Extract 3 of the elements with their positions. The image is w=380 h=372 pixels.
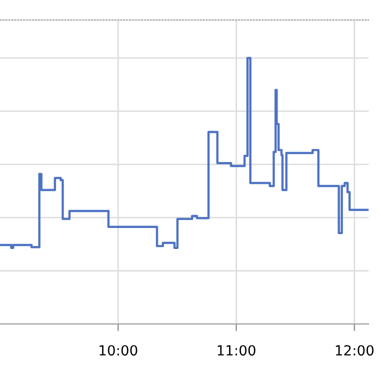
x-tick-label: 10:00 bbox=[100, 345, 138, 356]
x-tick-label: 11:00 bbox=[218, 345, 256, 356]
x-tick-label: 12:00 bbox=[336, 345, 374, 356]
